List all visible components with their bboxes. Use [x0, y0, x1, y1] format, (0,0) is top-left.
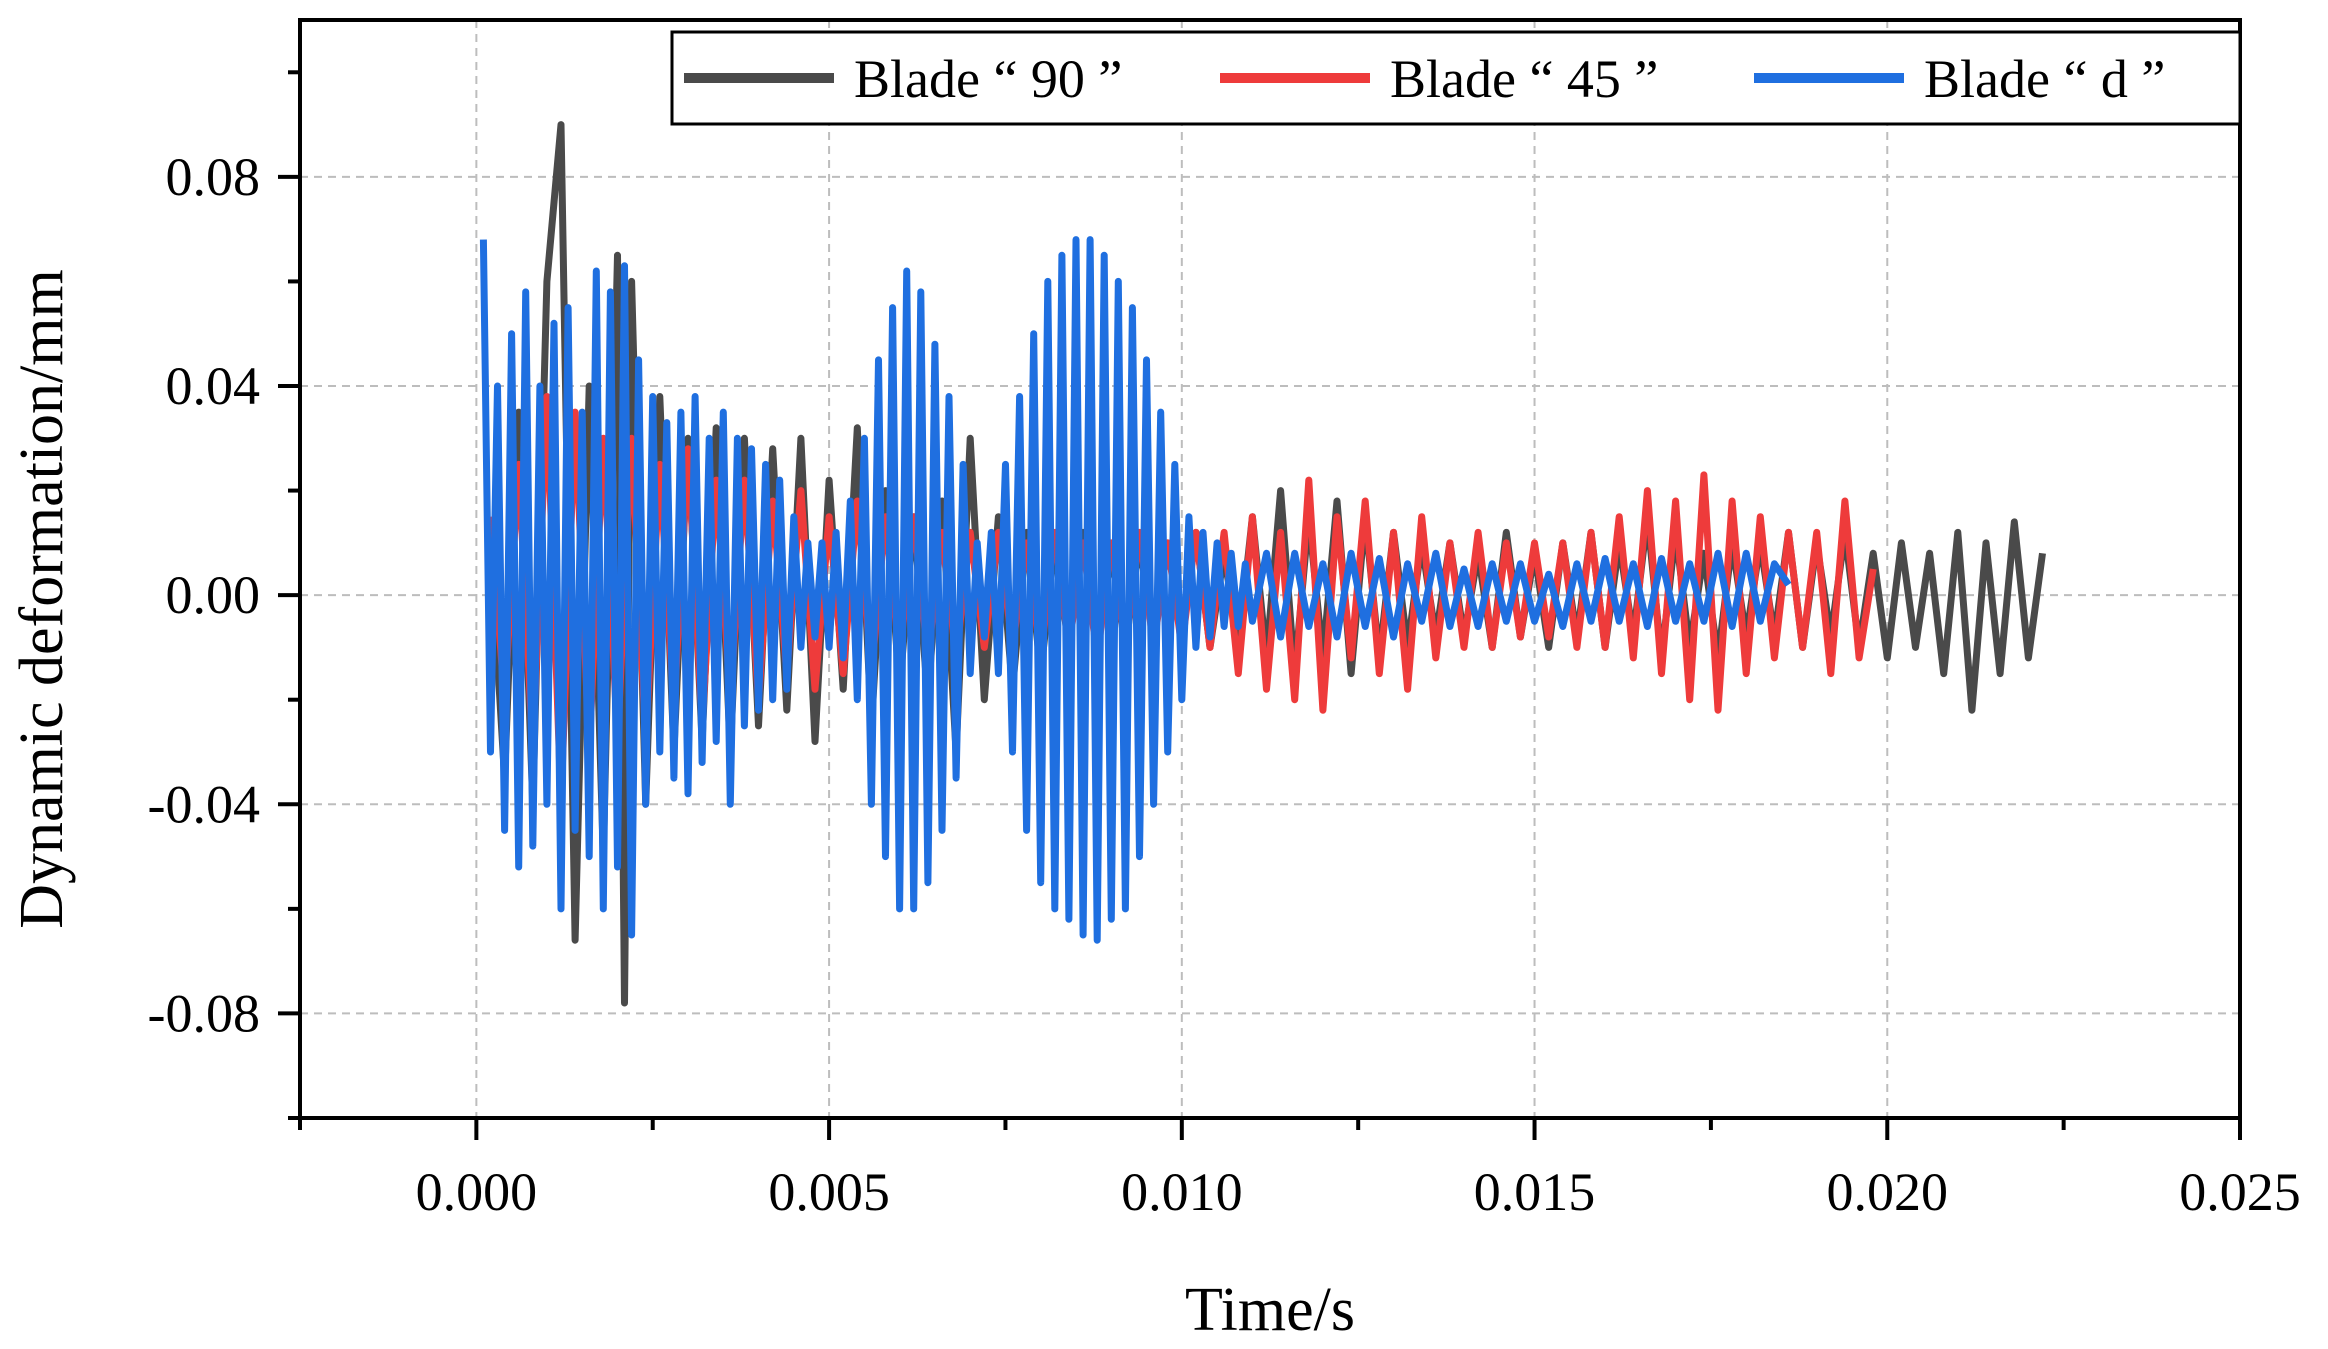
- x-tick-label: 0.025: [2179, 1162, 2301, 1222]
- series-layer: [479, 121, 2046, 1007]
- y-axis-title: Dynamic deformation/mm: [8, 269, 76, 928]
- x-tick-label: 0.020: [1827, 1162, 1949, 1222]
- x-tick-label: 0.015: [1474, 1162, 1596, 1222]
- legend-label-2: Blade “ 45 ”: [1390, 49, 1658, 109]
- y-tick-label: -0.04: [148, 774, 260, 834]
- y-tick-label: 0.08: [166, 147, 261, 207]
- series-line-3: [479, 236, 1792, 944]
- legend-label-3: Blade “ d ”: [1924, 49, 2165, 109]
- y-tick-label: 0.04: [166, 356, 261, 416]
- y-tick-label: 0.00: [166, 565, 261, 625]
- legend-label-1: Blade “ 90 ”: [854, 49, 1122, 109]
- x-tick-label: 0.000: [416, 1162, 538, 1222]
- axis-ticks: [278, 70, 2242, 1140]
- plot-frame: [298, 18, 2242, 1120]
- legend-box: [670, 30, 2242, 126]
- y-tick-label: -0.08: [148, 983, 260, 1043]
- x-axis-title: Time/s: [1185, 1276, 1355, 1344]
- x-tick-label: 0.005: [768, 1162, 890, 1222]
- tick-labels: 0.000 0.005 0.010 0.015 0.020 0.025 -0.08 -0.04…: [148, 147, 2301, 1222]
- legend: Blade “ 90 ” Blade “ 45 ” Blade “ d ”: [670, 30, 2242, 126]
- x-tick-label: 0.010: [1121, 1162, 1243, 1222]
